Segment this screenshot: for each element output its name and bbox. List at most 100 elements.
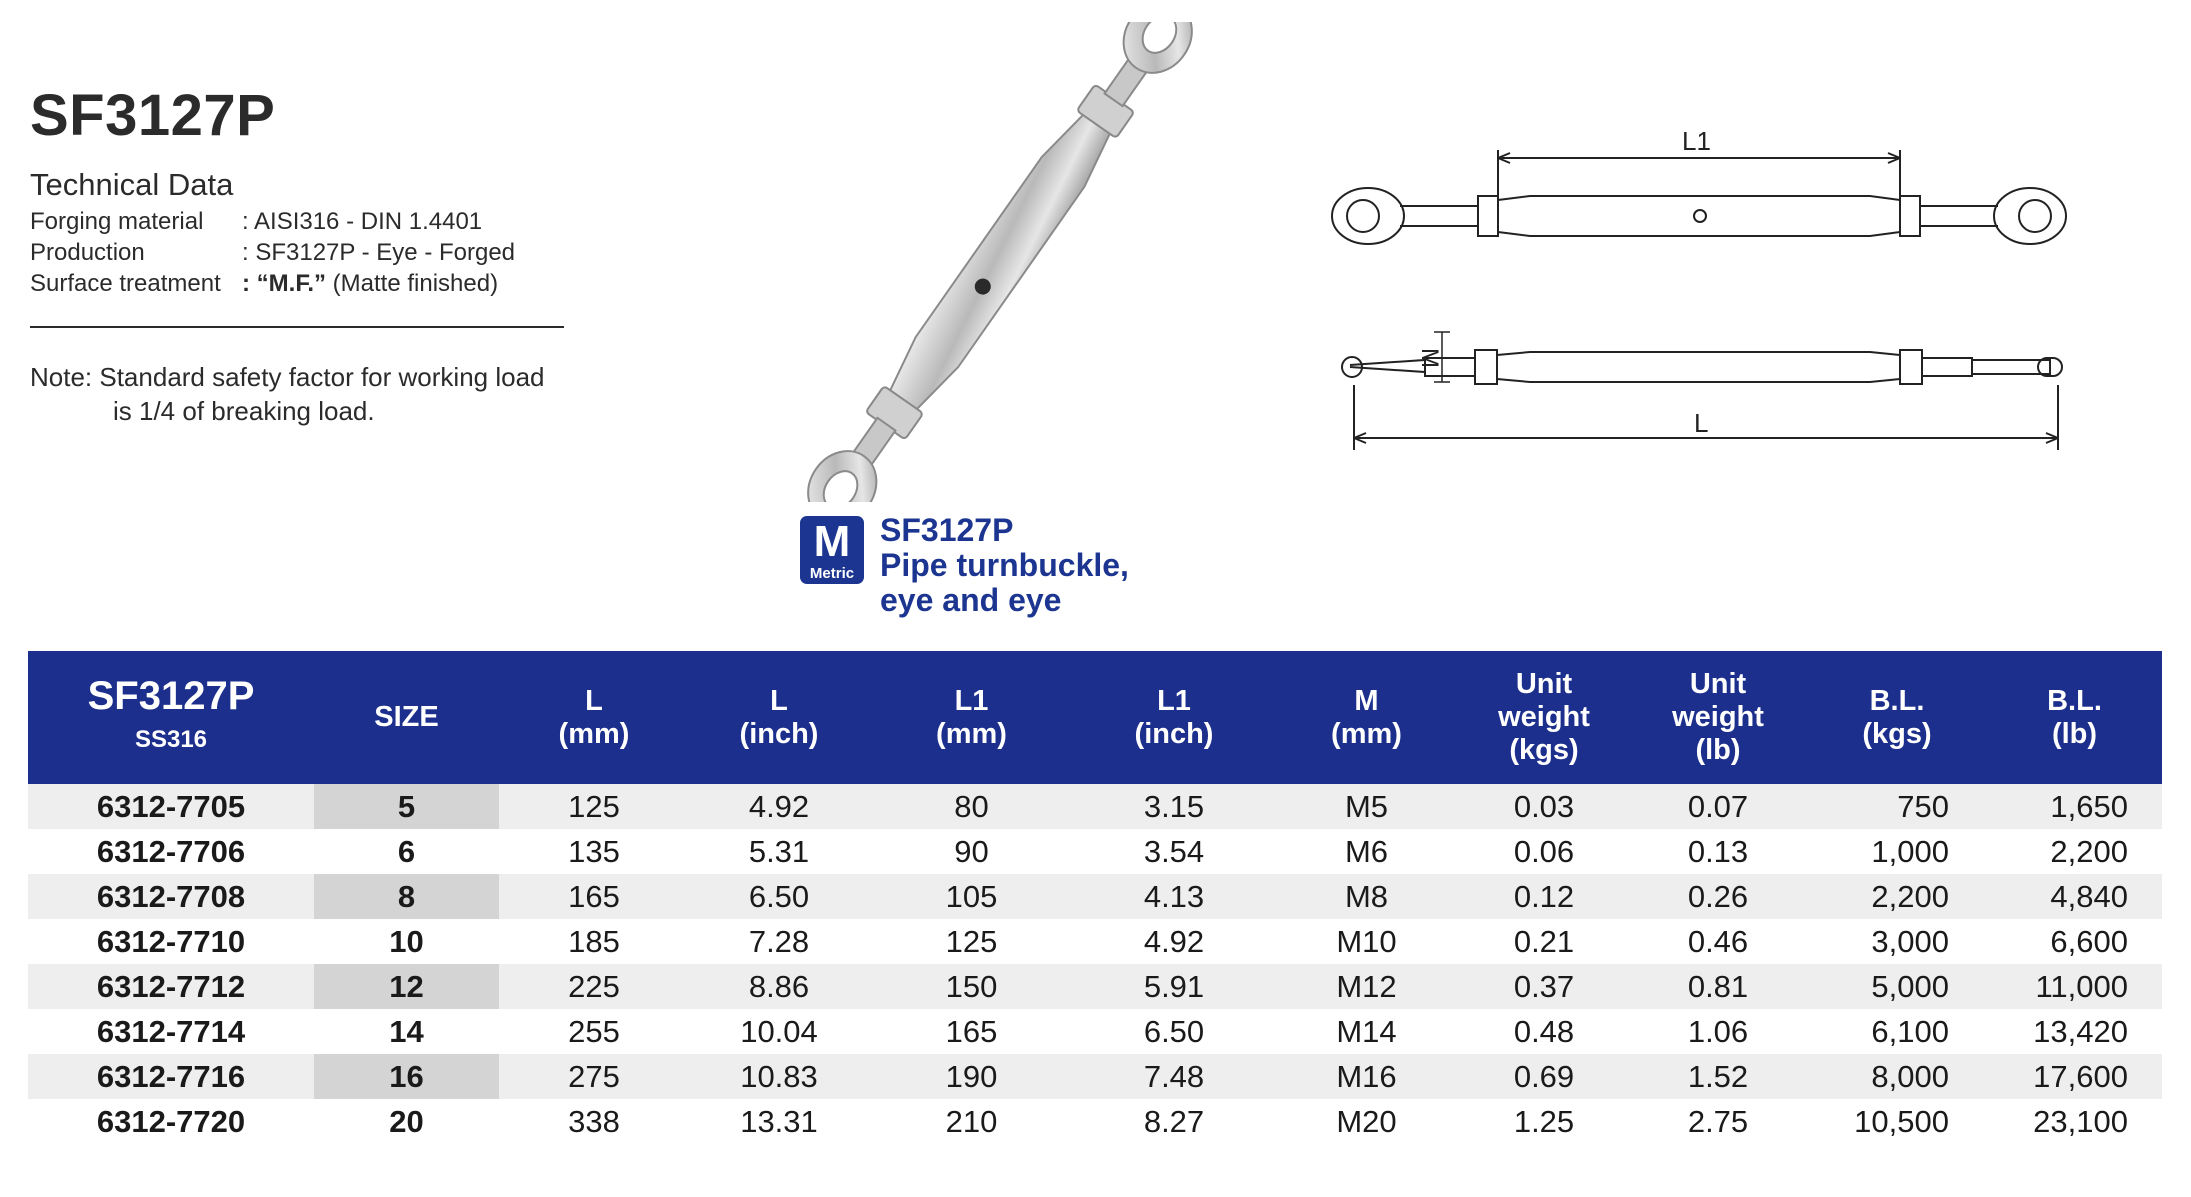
table-cell: 13,420: [1987, 1009, 2162, 1054]
table-cell: 4.92: [689, 784, 869, 829]
header-line: (lb): [1695, 734, 1741, 766]
header-line: L1: [954, 684, 989, 717]
header-line: (inch): [739, 717, 819, 750]
size-cell: 5: [314, 784, 499, 829]
table-row: 6312-7712 12 225 8.86 150 5.91 M12 0.37 0.81 5,00…: [28, 964, 2162, 1009]
header-line: Unit: [1689, 668, 1747, 700]
table-cell: 80: [869, 784, 1074, 829]
header-line: L: [770, 684, 788, 717]
part-number-cell: 6312-7716: [28, 1054, 314, 1099]
table-cell: 0.03: [1459, 784, 1629, 829]
header-line: L: [585, 684, 603, 717]
table-cell: 1,650: [1987, 784, 2162, 829]
table-cell: 6.50: [1074, 1009, 1274, 1054]
table-cell: M8: [1274, 874, 1459, 919]
header-line: weight: [1672, 701, 1764, 733]
spec-value: : AISI316 - DIN 1.4401: [242, 208, 483, 235]
table-cell: 1.06: [1629, 1009, 1807, 1054]
header-line: (lb): [2051, 717, 2098, 750]
header-col: SIZE: [314, 651, 499, 784]
part-number-cell: 6312-7708: [28, 874, 314, 919]
spec-value: : SF3127P - Eye - Forged: [242, 239, 516, 266]
header-col: L1 (mm): [869, 651, 1074, 784]
header-line: weight: [1498, 701, 1590, 733]
header-line: (mm): [558, 717, 630, 750]
spec-row-production: Production : SF3127P - Eye - Forged: [30, 237, 515, 268]
header-line: L1: [1157, 684, 1191, 717]
table-row: 6312-7714 14 255 10.04 165 6.50 M14 0.48 1.06 6,1…: [28, 1009, 2162, 1054]
header-col: Unit weight (kgs): [1459, 651, 1629, 784]
table-cell: 10.04: [689, 1009, 869, 1054]
table-header-row: SF3127P SS316 SIZE L (mm) L (inch) L1 (mm) …: [28, 651, 2162, 784]
product-caption: SF3127P Pipe turnbuckle, eye and eye: [880, 513, 1129, 618]
caption-line-1: SF3127P: [880, 512, 1014, 548]
table-cell: 0.81: [1629, 964, 1807, 1009]
spec-label: Forging material: [30, 208, 204, 235]
table-cell: M5: [1274, 784, 1459, 829]
header-line: Unit: [1515, 668, 1573, 700]
table-cell: 6,100: [1807, 1009, 1987, 1054]
l-dimension-label: L: [1694, 408, 1708, 438]
table-row: 6312-7705 5 125 4.92 80 3.15 M5 0.03 0.07 750 1,65…: [28, 784, 2162, 829]
spec-label: Production: [30, 239, 145, 266]
size-cell: 6: [314, 829, 499, 874]
table-cell: M20: [1274, 1099, 1459, 1144]
metric-badge-letter: M: [813, 517, 851, 566]
table-cell: 125: [869, 919, 1074, 964]
table-cell: 3.15: [1074, 784, 1274, 829]
table-cell: 125: [499, 784, 689, 829]
caption-line-3: eye and eye: [880, 582, 1062, 618]
table-cell: 90: [869, 829, 1074, 874]
table-cell: 0.46: [1629, 919, 1807, 964]
spec-value-rest: (Matte finished): [326, 270, 499, 297]
table-cell: M16: [1274, 1054, 1459, 1099]
table-cell: 0.12: [1459, 874, 1629, 919]
table-cell: M6: [1274, 829, 1459, 874]
table-cell: 3.54: [1074, 829, 1274, 874]
spec-row-forging: Forging material : AISI316 - DIN 1.4401: [30, 206, 515, 237]
size-cell: 16: [314, 1054, 499, 1099]
dimension-drawings: L1 M L: [1331, 126, 2067, 450]
size-cell: 12: [314, 964, 499, 1009]
header-line: M: [1354, 684, 1379, 717]
metric-badge: M Metric: [800, 516, 864, 584]
part-number-cell: 6312-7712: [28, 964, 314, 1009]
table-row: 6312-7706 6 135 5.31 90 3.54 M6 0.06 0.13 1,000 2,…: [28, 829, 2162, 874]
table-cell: 13.31: [689, 1099, 869, 1144]
m-dimension-label: M: [1416, 348, 1443, 368]
table-cell: 1,000: [1807, 829, 1987, 874]
header-line: (mm): [936, 717, 1007, 750]
part-number-cell: 6312-7714: [28, 1009, 314, 1054]
spec-table: SF3127P SS316 SIZE L (mm) L (inch) L1 (mm) …: [28, 651, 2162, 1144]
table-cell: 338: [499, 1099, 689, 1144]
header-col: L (inch): [689, 651, 869, 784]
size-cell: 14: [314, 1009, 499, 1054]
table-cell: 23,100: [1987, 1099, 2162, 1144]
header-col: B.L. (lb): [1987, 651, 2162, 784]
header-line: SIZE: [374, 701, 439, 733]
table-row: 6312-7710 10 185 7.28 125 4.92 M10 0.21 0.46 3,00…: [28, 919, 2162, 964]
table-cell: 165: [499, 874, 689, 919]
table-cell: 7.48: [1074, 1054, 1274, 1099]
part-number-cell: 6312-7706: [28, 829, 314, 874]
table-cell: 0.13: [1629, 829, 1807, 874]
header-col: B.L. (kgs): [1807, 651, 1987, 784]
table-cell: 10.83: [689, 1054, 869, 1099]
header-line: (kgs): [1862, 717, 1932, 750]
header-line: (kgs): [1509, 734, 1579, 766]
table-cell: 1.52: [1629, 1054, 1807, 1099]
note-line-1: Note: Standard safety factor for working…: [30, 362, 545, 392]
table-cell: 0.48: [1459, 1009, 1629, 1054]
safety-note: Note: Standard safety factor for working…: [30, 360, 545, 428]
table-cell: 0.37: [1459, 964, 1629, 1009]
table-cell: 4.92: [1074, 919, 1274, 964]
spec-row-surface: Surface treatment : “M.F.” (Matte finish…: [30, 268, 515, 299]
header-line: B.L.: [2047, 684, 2102, 717]
part-number-cell: 6312-7705: [28, 784, 314, 829]
header-line: (mm): [1331, 717, 1402, 750]
table-cell: 0.26: [1629, 874, 1807, 919]
header-line: (inch): [1134, 717, 1214, 750]
table-row: 6312-7720 20 338 13.31 210 8.27 M20 1.25 2.75 10,…: [28, 1099, 2162, 1144]
table-cell: 150: [869, 964, 1074, 1009]
table-cell: 0.06: [1459, 829, 1629, 874]
